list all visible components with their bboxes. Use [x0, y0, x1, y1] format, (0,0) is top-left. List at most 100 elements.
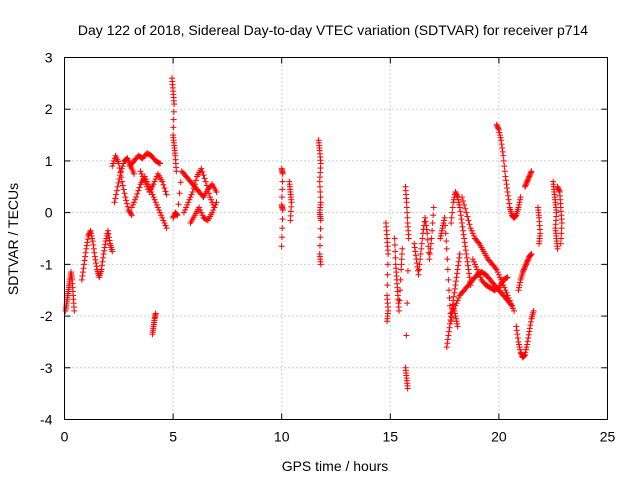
data-point: [279, 186, 286, 193]
data-point: [422, 214, 429, 221]
data-point: [441, 214, 448, 221]
data-point: [98, 262, 105, 269]
data-point: [504, 292, 511, 299]
data-point: [93, 263, 100, 270]
data-point: [442, 230, 449, 237]
data-point: [120, 186, 127, 193]
data-point: [403, 332, 410, 339]
data-point: [460, 198, 467, 205]
data-point: [504, 185, 511, 192]
data-point: [116, 176, 123, 183]
data-point: [525, 174, 532, 181]
data-point: [210, 207, 217, 214]
data-point: [211, 204, 218, 211]
data-point: [422, 218, 429, 225]
data-point: [200, 172, 207, 179]
data-point: [287, 217, 294, 224]
data-point: [198, 209, 205, 216]
data-point: [91, 253, 98, 260]
data-point: [442, 222, 449, 229]
data-point: [190, 185, 197, 192]
data-point: [518, 350, 525, 357]
data-point: [526, 325, 533, 332]
data-point: [150, 181, 157, 188]
data-point: [498, 141, 505, 148]
data-point: [516, 199, 523, 206]
data-point: [173, 168, 180, 175]
data-point: [454, 192, 461, 199]
data-point: [398, 266, 405, 273]
data-point: [460, 227, 467, 234]
data-point: [173, 211, 180, 218]
data-point: [524, 258, 531, 265]
data-point: [188, 191, 195, 198]
data-point: [429, 227, 436, 234]
data-point: [441, 217, 448, 224]
data-point: [444, 340, 451, 347]
data-point: [504, 274, 511, 281]
data-point: [80, 265, 87, 272]
data-point: [152, 176, 159, 183]
data-point: [526, 172, 533, 179]
data-point: [476, 271, 483, 278]
data-point: [207, 194, 214, 201]
data-point: [496, 132, 503, 139]
data-point: [497, 134, 504, 141]
data-point: [157, 160, 164, 167]
data-point: [455, 196, 462, 203]
data-point: [457, 212, 464, 219]
data-point: [417, 251, 424, 258]
data-point: [525, 176, 532, 183]
data-point: [494, 123, 501, 130]
data-point: [105, 230, 112, 237]
data-point: [170, 213, 177, 220]
data-point: [317, 261, 324, 268]
data-point: [501, 284, 508, 291]
data-point: [524, 178, 531, 185]
data-point: [456, 251, 463, 258]
data-point: [498, 137, 505, 144]
data-point: [205, 190, 212, 197]
data-point: [464, 258, 471, 265]
data-point: [89, 235, 96, 242]
data-point: [128, 210, 135, 217]
data-point: [100, 251, 107, 258]
data-point: [522, 349, 529, 356]
data-point: [109, 163, 116, 170]
data-point: [404, 300, 411, 307]
data-point: [527, 318, 534, 325]
data-point: [521, 352, 528, 359]
data-point: [472, 261, 479, 268]
data-point: [428, 235, 435, 242]
data-point: [110, 160, 117, 167]
data-point: [495, 271, 502, 278]
data-point: [316, 183, 323, 190]
data-point: [90, 245, 97, 252]
data-point: [475, 269, 482, 276]
data-point: [128, 204, 135, 211]
data-point: [492, 265, 499, 272]
data-point: [411, 240, 418, 247]
data-point: [403, 204, 410, 211]
data-point: [512, 213, 519, 220]
data-point: [527, 322, 534, 329]
data-point: [119, 178, 126, 185]
data-point: [453, 190, 460, 197]
data-point: [317, 188, 324, 195]
data-point: [423, 222, 430, 229]
data-point: [520, 267, 527, 274]
y-tick-label: 2: [45, 101, 53, 117]
data-point: [120, 160, 127, 167]
data-point: [158, 212, 165, 219]
data-point: [160, 181, 167, 188]
data-point: [463, 209, 470, 216]
data-point: [496, 274, 503, 281]
data-point: [555, 185, 562, 192]
data-point: [411, 244, 418, 251]
data-point: [470, 258, 477, 265]
data-point: [106, 234, 113, 241]
plot-frame: [64, 57, 608, 420]
data-point: [152, 199, 159, 206]
data-point: [398, 256, 405, 263]
data-point: [87, 229, 94, 236]
